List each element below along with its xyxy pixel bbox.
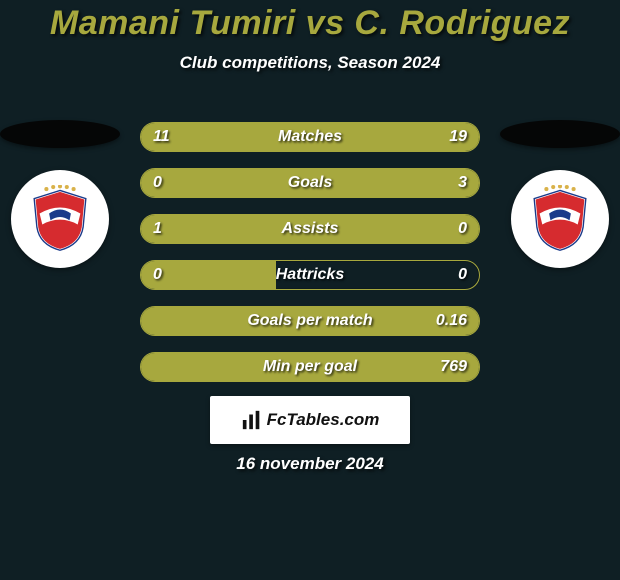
player-right-club-badge [511,170,609,268]
stat-row: 10Assists [140,214,480,244]
stat-bar-right [425,215,479,243]
chart-icon [241,409,263,431]
player-left-column [0,120,120,268]
club-crest-icon [526,185,594,253]
stat-bar-right [276,123,479,151]
brand-text: FcTables.com [267,410,380,430]
content: Mamani Tumiri vs C. Rodriguez Club compe… [0,0,620,580]
player-right-oval [500,120,620,148]
stat-row: 03Goals [140,168,480,198]
stat-bar-right [202,353,479,381]
stat-bar-left [141,215,425,243]
comparison-bars: 1119Matches 03Goals 10Assists 00Hattricks 0.… [140,122,480,398]
page-title: Mamani Tumiri vs C. Rodriguez [0,4,620,43]
stat-value-right: 0 [446,261,479,289]
stat-bar-left [141,123,276,151]
club-crest-icon [26,185,94,253]
stat-bar-right [202,307,479,335]
subtitle: Club competitions, Season 2024 [0,53,620,73]
player-left-oval [0,120,120,148]
stat-bar-left [141,353,202,381]
stat-bar-left [141,169,202,197]
stat-bar-left [141,261,276,289]
stat-row: 1119Matches [140,122,480,152]
stat-bar-right [202,169,479,197]
footer-date: 16 november 2024 [0,454,620,474]
stat-row: 0.16Goals per match [140,306,480,336]
player-right-column [500,120,620,268]
brand-badge: FcTables.com [210,396,410,444]
player-left-club-badge [11,170,109,268]
stat-bar-left [141,307,202,335]
stat-row: 769Min per goal [140,352,480,382]
stat-row: 00Hattricks [140,260,480,290]
